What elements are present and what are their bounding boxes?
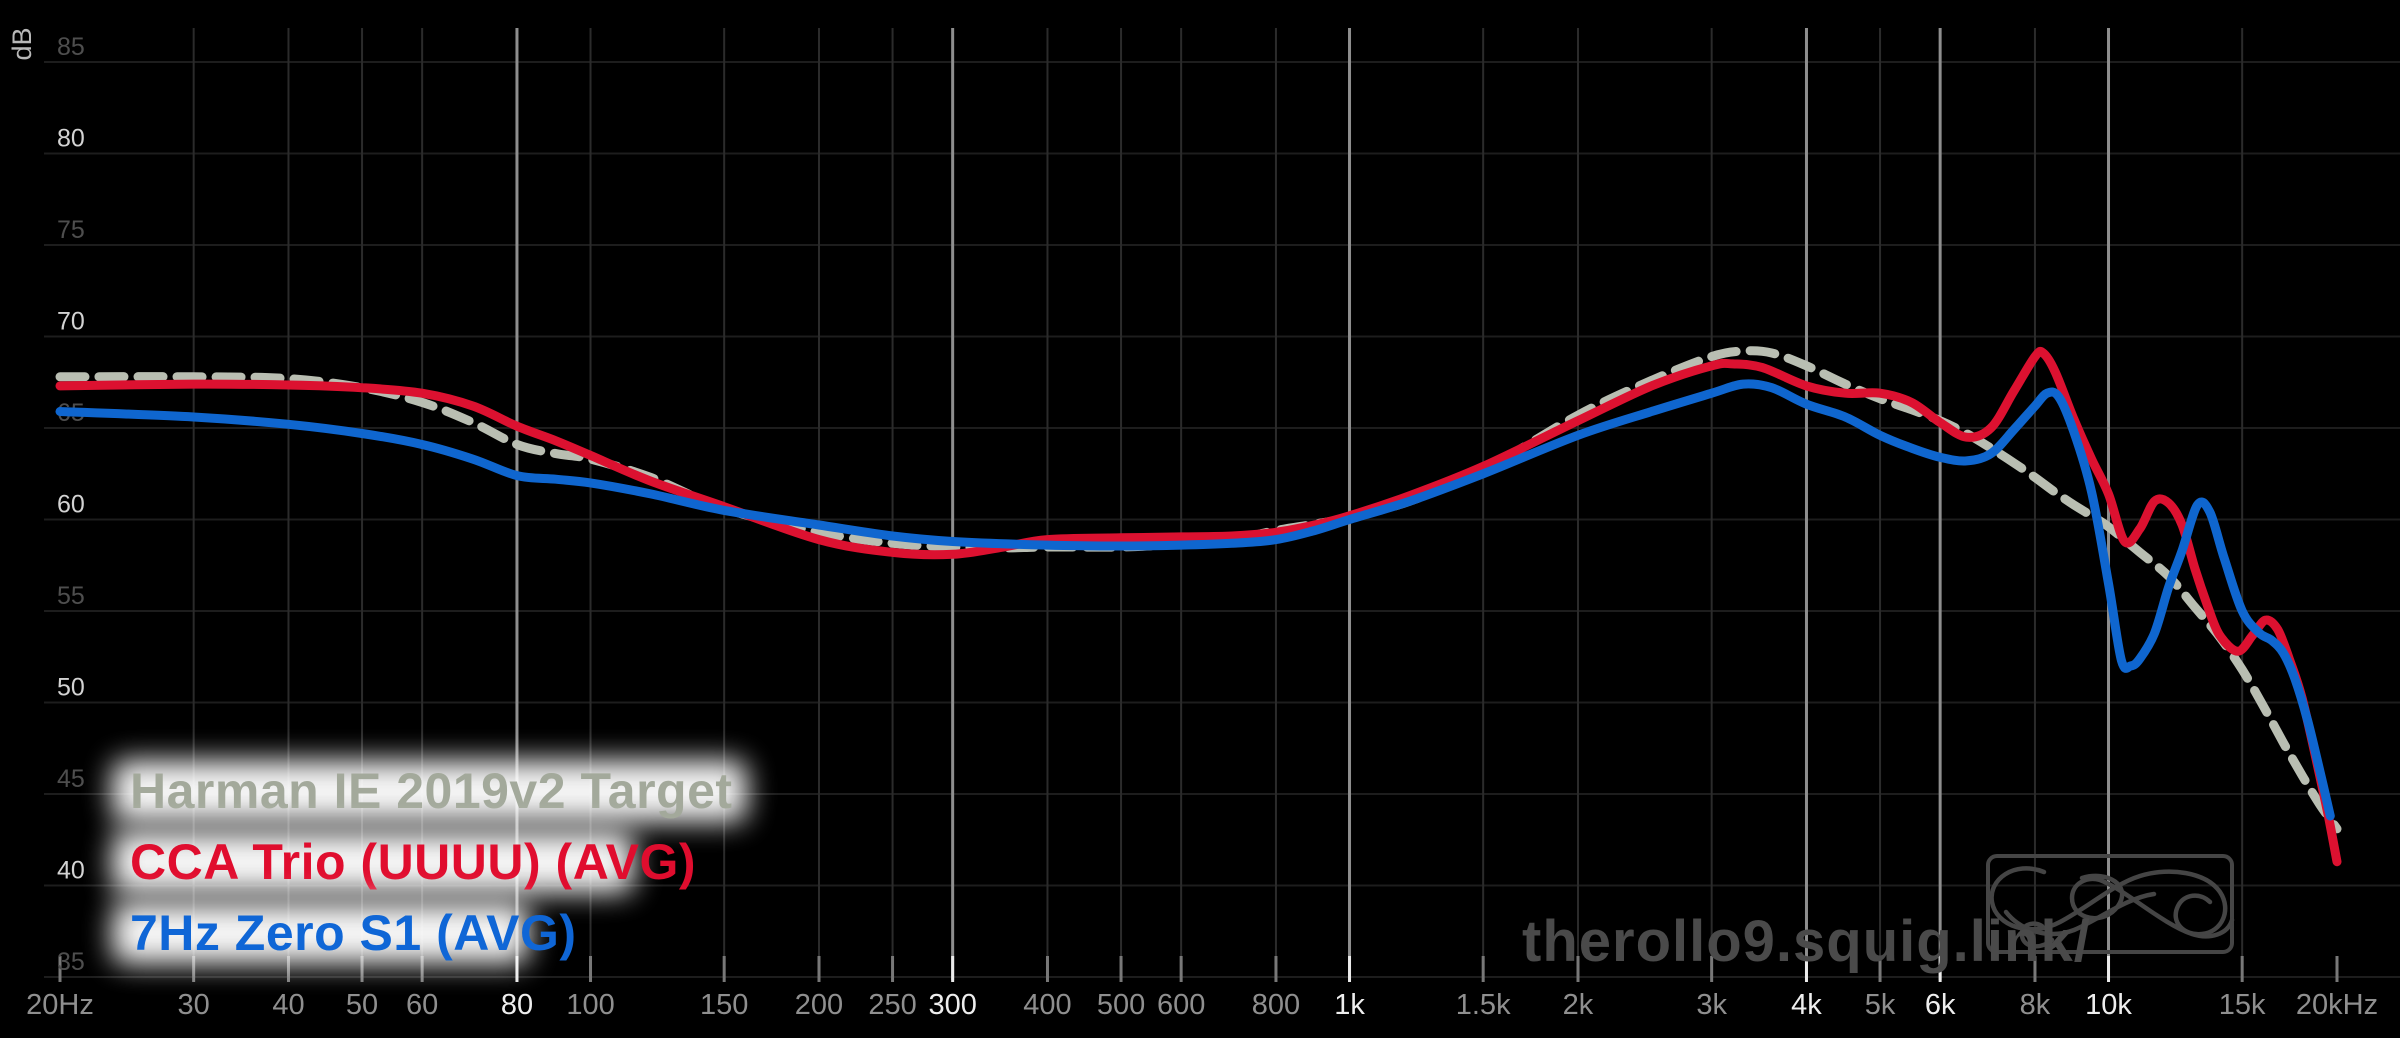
x-axis-label-150: 150 xyxy=(700,989,748,1021)
legend-label-7hz-zero-s1: 7Hz Zero S1 (AVG) xyxy=(130,905,577,961)
legend-label-cca-trio: CCA Trio (UUUU) (AVG) xyxy=(130,834,696,890)
x-axis-label-10k: 10k xyxy=(2085,989,2132,1021)
x-axis-label-1.5k: 1.5k xyxy=(1456,989,1511,1021)
curve-cca-trio-uuuu-avg xyxy=(55,346,2342,867)
x-axis-label-50: 50 xyxy=(346,989,378,1021)
legend-label-target: Harman IE 2019v2 Target xyxy=(130,763,733,819)
x-axis-label-600: 600 xyxy=(1157,989,1205,1021)
y-axis-label-75: 75 xyxy=(57,216,85,244)
x-axis-label-100: 100 xyxy=(566,989,614,1021)
x-axis-label-20Hz: 20Hz xyxy=(26,989,94,1021)
squig-logo xyxy=(1986,854,2235,954)
horizontal-gridlines xyxy=(44,61,2400,978)
x-axis-label-30: 30 xyxy=(178,989,210,1021)
x-axis-labels: 20Hz 30 40 50 60 80 100 150 200 250 300 400 500 600 80… xyxy=(26,989,2378,1021)
x-axis-ticks xyxy=(58,956,2339,982)
y-axis-label-40: 40 xyxy=(57,857,85,885)
y-axis-label-85: 85 xyxy=(57,33,85,61)
x-axis-label-250: 250 xyxy=(868,989,916,1021)
x-axis-label-40: 40 xyxy=(272,989,304,1021)
x-axis-label-300: 300 xyxy=(928,989,976,1021)
y-axis-label-60: 60 xyxy=(57,491,85,519)
x-axis-label-200: 200 xyxy=(795,989,843,1021)
x-axis-label-20kHz: 20kHz xyxy=(2296,989,2378,1021)
x-axis-label-1k: 1k xyxy=(1334,989,1365,1021)
y-axis-label-50: 50 xyxy=(57,674,85,702)
x-axis-label-400: 400 xyxy=(1023,989,1071,1021)
y-axis-unit-label: dB xyxy=(7,27,37,60)
legend: Harman IE 2019v2 Target CCA Trio (UUUU) … xyxy=(130,762,733,975)
watermark-squig-link: therollo9.squig.link/ xyxy=(1522,909,2091,974)
legend-item-harman-ie-2019v2-target: Harman IE 2019v2 Target xyxy=(130,762,733,820)
squig-flourish-logo-icon xyxy=(1989,866,2235,949)
x-axis-label-60: 60 xyxy=(406,989,438,1021)
x-axis-label-2k: 2k xyxy=(1563,989,1594,1021)
y-axis-label-45: 45 xyxy=(57,765,85,793)
y-axis-label-35: 35 xyxy=(57,948,85,976)
x-axis-label-6k: 6k xyxy=(1925,989,1956,1021)
x-axis-label-800: 800 xyxy=(1252,989,1300,1021)
curve-7hz-zero-s1-avg xyxy=(55,379,2335,821)
x-axis-label-5k: 5k xyxy=(1865,989,1896,1021)
y-axis-label-70: 70 xyxy=(57,308,85,336)
x-axis-label-15k: 15k xyxy=(2219,989,2266,1021)
x-axis-label-8k: 8k xyxy=(2020,989,2051,1021)
y-axis-label-80: 80 xyxy=(57,125,85,153)
x-axis-label-4k: 4k xyxy=(1791,989,1822,1021)
fr-curves xyxy=(55,346,2342,867)
legend-item-7hz-zero-s1: 7Hz Zero S1 (AVG) xyxy=(130,904,577,962)
x-axis-label-80: 80 xyxy=(501,989,533,1021)
legend-item-cca-trio: CCA Trio (UUUU) (AVG) xyxy=(130,833,696,891)
squig-logo-frame xyxy=(1986,854,2234,954)
x-axis-label-500: 500 xyxy=(1097,989,1145,1021)
y-axis-label-55: 55 xyxy=(57,582,85,610)
x-axis-label-3k: 3k xyxy=(1696,989,1727,1021)
